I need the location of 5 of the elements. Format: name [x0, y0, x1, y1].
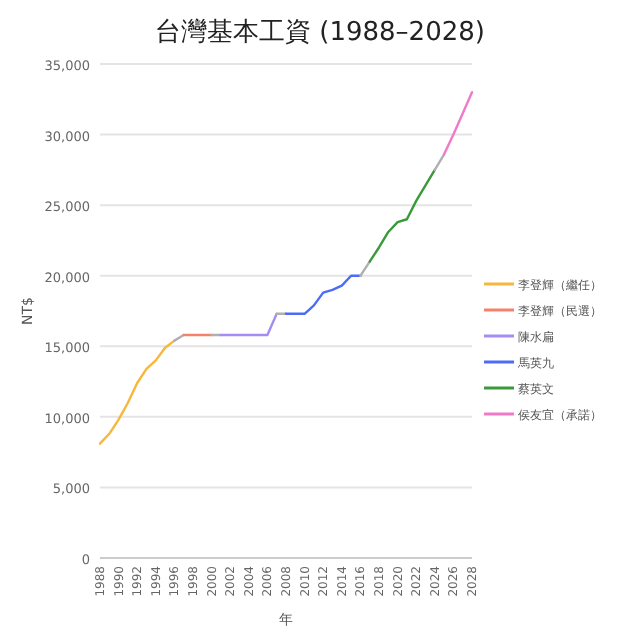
line-series [284, 274, 362, 316]
line-series [98, 339, 176, 445]
line-series [368, 168, 436, 263]
line-series [442, 91, 474, 156]
chart-title: 台灣基本工資 (1988–2028) [155, 18, 485, 48]
